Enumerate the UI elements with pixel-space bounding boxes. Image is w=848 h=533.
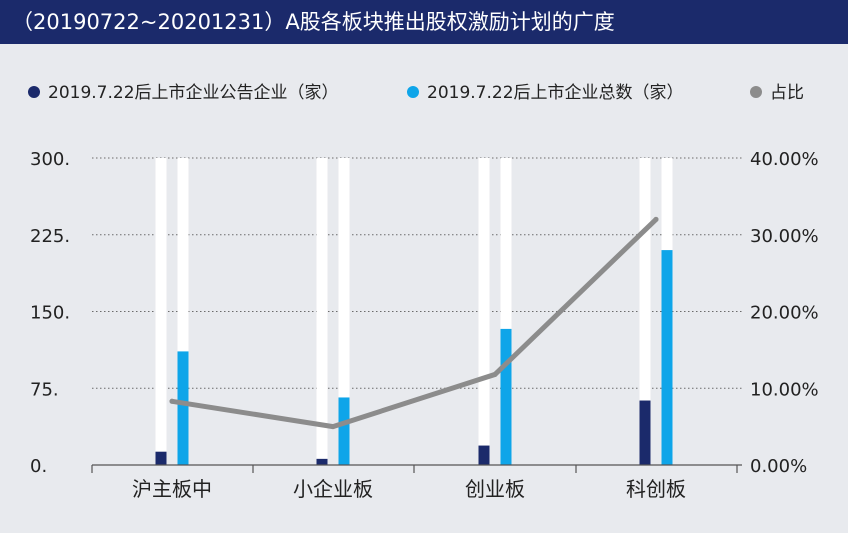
- bar-1-1: [338, 397, 350, 465]
- legend-marker-2: [750, 86, 762, 98]
- ratio-line: [169, 216, 659, 430]
- legend-label-0: 2019.7.22后上市企业公告企业（家）: [48, 83, 339, 103]
- bar-1-0: [316, 458, 328, 465]
- y-right-tick-label-1: 10.00%: [750, 379, 819, 400]
- legend-marker-1: [407, 86, 419, 98]
- bar-track-2-0: [478, 158, 490, 465]
- bars: [155, 158, 673, 465]
- ratio-point-3: [653, 216, 659, 222]
- y-right-tick-label-2: 20.00%: [750, 303, 819, 324]
- bar-3-1: [661, 250, 673, 465]
- y-right-tick-label-3: 30.00%: [750, 226, 819, 247]
- legend: 2019.7.22后上市企业公告企业（家） 2019.7.22后上市企业总数（家）…: [28, 83, 804, 103]
- bar-2-0: [478, 445, 490, 465]
- y-left-tick-label-2: 150.: [30, 303, 70, 324]
- bar-0-1: [177, 351, 189, 465]
- bar-2-1: [500, 328, 512, 465]
- bar-track-1-0: [316, 158, 328, 465]
- x-category-label-0: 沪主板中: [132, 477, 212, 501]
- ratio-point-2: [492, 371, 498, 377]
- x-category-label-3: 科创板: [626, 477, 686, 501]
- legend-label-1: 2019.7.22后上市企业总数（家）: [427, 83, 684, 103]
- bar-track-0-0: [155, 158, 167, 465]
- ratio-point-1: [330, 424, 336, 430]
- ratio-line-path: [169, 216, 659, 430]
- chart-title: （20190722~20201231）A股各板块推出股权激励计划的广度: [0, 0, 848, 44]
- bar-track-0-1: [177, 158, 189, 465]
- bar-0-0: [155, 451, 167, 465]
- chart-area: 2019.7.22后上市企业公告企业（家） 2019.7.22后上市企业总数（家）…: [28, 83, 819, 501]
- y-right-tick-label-0: 0.00%: [750, 456, 807, 477]
- y-left-tick-label-1: 75.: [30, 379, 59, 400]
- y-left-tick-label-3: 225.: [30, 226, 70, 247]
- y-left-tick-label-4: 300.: [30, 149, 70, 170]
- x-category-label-1: 小企业板: [293, 477, 373, 501]
- bar-track-1-1: [338, 158, 350, 465]
- grid: [92, 157, 742, 389]
- y-right-tick-label-4: 40.00%: [750, 149, 819, 170]
- ratio-point-0: [169, 398, 175, 404]
- y-left-tick-label-0: 0.: [30, 456, 47, 477]
- x-category-label-2: 创业板: [465, 477, 525, 501]
- axes: 0. 75. 150. 225. 300. 0.00% 10.00% 20.00% 30.00%…: [30, 149, 819, 501]
- legend-marker-0: [28, 86, 40, 98]
- bar-track-2-1: [500, 158, 512, 465]
- legend-label-2: 占比: [770, 83, 804, 103]
- bar-3-0: [639, 400, 651, 465]
- bar-track-3-0: [639, 158, 651, 465]
